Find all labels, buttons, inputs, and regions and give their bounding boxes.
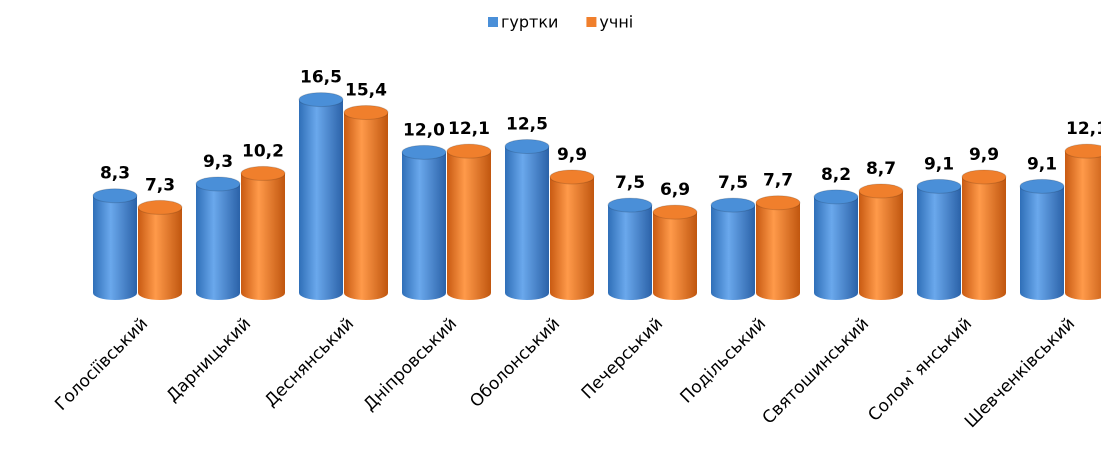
value-label: 7,5: [718, 173, 748, 193]
bar-top: [504, 138, 550, 154]
bar-top: [240, 165, 286, 181]
x-tick-label: Печерський: [578, 314, 667, 403]
value-label: 9,9: [969, 145, 999, 165]
bar: [402, 152, 446, 300]
bar-top: [813, 189, 859, 205]
legend-swatch: [586, 17, 597, 27]
bar: [344, 112, 388, 300]
bar-top: [549, 169, 595, 185]
legend-label: учні: [599, 13, 633, 32]
bar-top: [298, 92, 344, 108]
bar-top: [755, 195, 801, 211]
legend-label: гуртки: [501, 13, 558, 32]
value-label: 15,4: [345, 80, 387, 100]
bar-top: [1019, 178, 1065, 194]
bar-top: [401, 144, 447, 160]
value-label: 8,7: [866, 159, 896, 179]
bar: [1065, 151, 1101, 300]
bar: [917, 186, 961, 300]
bar: [196, 183, 240, 300]
value-label: 7,3: [145, 175, 175, 195]
bar-top: [607, 197, 653, 213]
value-label: 9,3: [203, 152, 233, 172]
bar-top: [710, 197, 756, 213]
bar-top: [137, 199, 183, 215]
value-label: 12,1: [1066, 119, 1101, 139]
bar: [138, 207, 182, 300]
bar-top: [961, 169, 1007, 185]
bar: [653, 212, 697, 300]
bar-top: [92, 188, 138, 204]
value-label: 9,1: [1027, 154, 1057, 174]
bar-top: [1064, 143, 1101, 159]
bar-top: [446, 143, 492, 159]
x-tick-label: Святошинський: [759, 314, 873, 428]
x-tick-label: Подільський: [677, 314, 771, 408]
bar: [505, 146, 549, 300]
bar-top: [652, 204, 698, 220]
value-label: 8,2: [821, 165, 851, 185]
x-tick-label: Оболонський: [466, 314, 564, 412]
bar: [1020, 186, 1064, 300]
value-label: 12,1: [448, 119, 490, 139]
bar: [550, 176, 594, 300]
x-tick-label: Деснянський: [261, 314, 358, 411]
bar: [93, 195, 137, 300]
legend-swatch: [488, 17, 498, 27]
bar: [447, 151, 491, 300]
value-label: 12,5: [506, 114, 548, 134]
value-label: 7,7: [763, 171, 793, 191]
x-tick-label: Голосіївський: [51, 314, 152, 415]
bar: [711, 205, 755, 300]
bar: [299, 99, 343, 300]
bar-top: [858, 183, 904, 199]
bar: [608, 205, 652, 300]
bar-top: [195, 176, 241, 192]
value-label: 7,5: [615, 173, 645, 193]
bar: [241, 173, 285, 300]
x-tick-label: Дніпровський: [360, 314, 461, 415]
x-tick-label: Дарницький: [163, 314, 255, 406]
bar-top: [343, 104, 389, 120]
bar: [814, 196, 858, 300]
bar: [859, 191, 903, 300]
bar: [962, 176, 1006, 300]
value-label: 10,2: [242, 141, 284, 161]
value-label: 6,9: [660, 180, 690, 200]
value-label: 9,9: [557, 145, 587, 165]
value-label: 8,3: [100, 164, 130, 184]
bar: [756, 202, 800, 300]
value-label: 16,5: [300, 68, 342, 88]
value-label: 12,0: [403, 120, 445, 140]
value-label: 9,1: [924, 154, 954, 174]
bar-top: [916, 178, 962, 194]
x-tick-label: Шевченківський: [961, 314, 1079, 432]
x-tick-label: Солом`янський: [864, 314, 976, 426]
